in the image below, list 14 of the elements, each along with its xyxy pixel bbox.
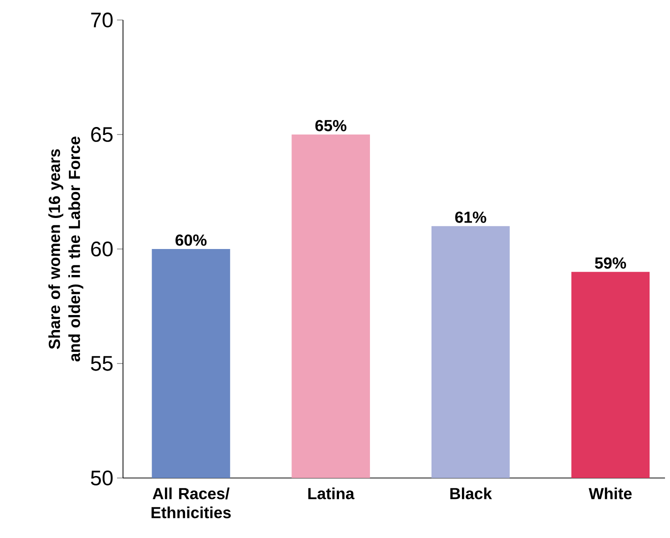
x-tick-label: All Races/ Ethnicities (152, 488, 231, 518)
data-label: 65% (315, 120, 346, 132)
y-tick-label: 55 (90, 356, 113, 371)
y-tick-label: 65 (91, 127, 113, 142)
data-label: 59% (594, 257, 626, 269)
x-tick-label: Latina (308, 488, 354, 500)
data-label: 60% (176, 234, 207, 246)
y-tick-label: 60 (91, 242, 113, 256)
y-tick-label: 50 (90, 470, 113, 486)
x-tick-label: Black (450, 488, 492, 500)
y-tick-label: 70 (91, 12, 113, 28)
y-axis-title: Share of women (16 years and older) in the Labor Force (48, 136, 84, 362)
data-label: 61% (455, 212, 486, 223)
x-tick-label: White (588, 488, 632, 500)
